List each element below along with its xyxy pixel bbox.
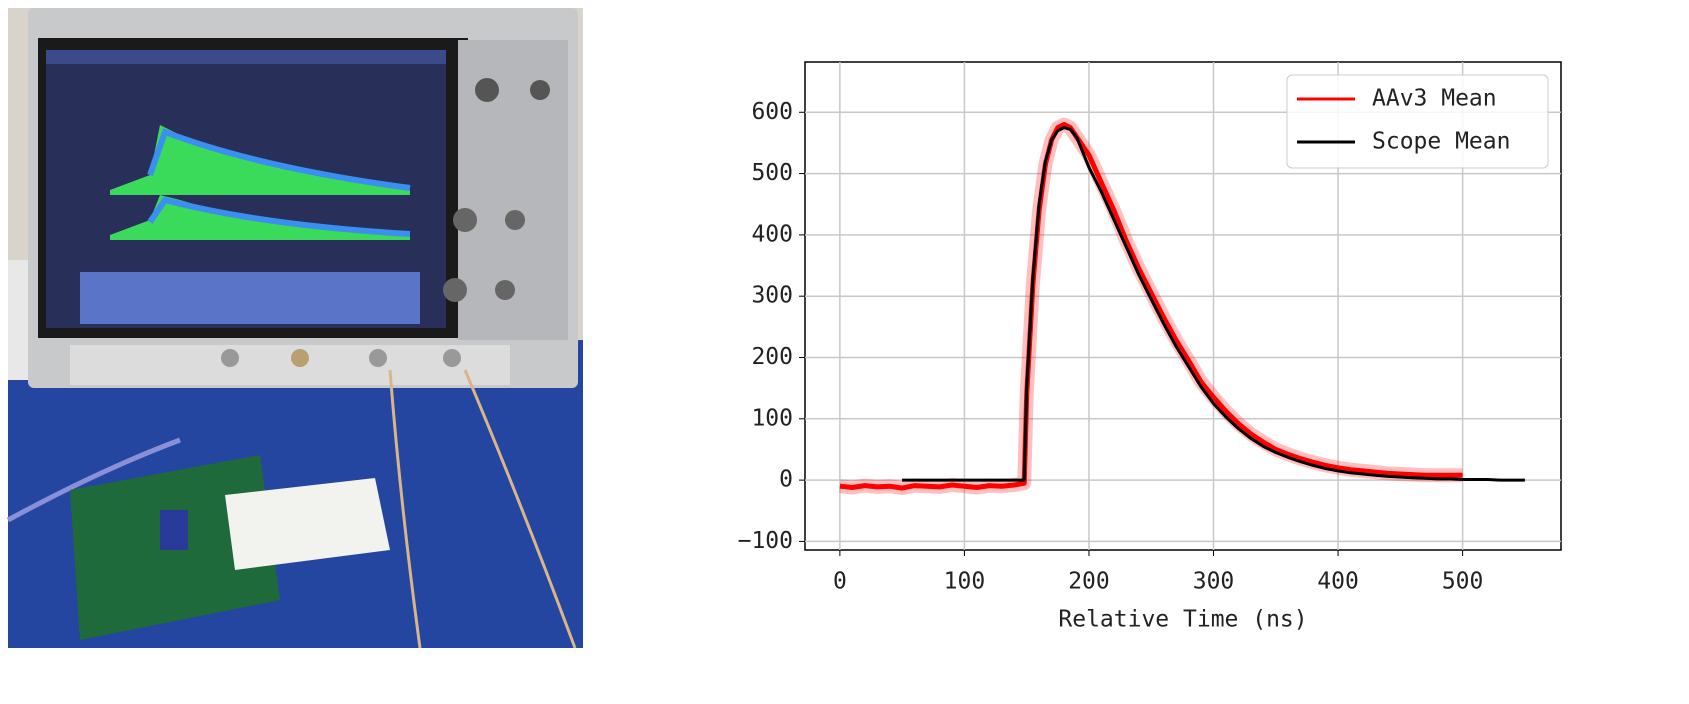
connector bbox=[221, 349, 239, 367]
x-tick-label: 100 bbox=[944, 569, 986, 595]
knob bbox=[530, 80, 550, 100]
y-tick-label: 0 bbox=[779, 467, 793, 493]
line bbox=[902, 126, 1525, 482]
adc-board bbox=[225, 478, 390, 570]
y-tick-label: 300 bbox=[751, 283, 793, 309]
y-tick-label: 200 bbox=[751, 344, 793, 370]
line bbox=[839, 122, 1463, 491]
x-axis-label: Relative Time (ns) bbox=[1058, 607, 1307, 633]
y-tick-label: 400 bbox=[751, 221, 793, 247]
knob bbox=[505, 210, 525, 230]
legend-label: Scope Mean bbox=[1372, 129, 1510, 155]
trace bbox=[147, 196, 411, 237]
line-band bbox=[839, 117, 1463, 496]
front-strip bbox=[70, 345, 510, 385]
knob bbox=[443, 278, 467, 302]
connector bbox=[369, 349, 387, 367]
x-tick-label: 200 bbox=[1068, 569, 1110, 595]
knob bbox=[495, 280, 515, 300]
y-tick-label: 100 bbox=[751, 405, 793, 431]
trace bbox=[110, 125, 410, 195]
connector bbox=[443, 349, 461, 367]
cable bbox=[6, 437, 181, 523]
connector bbox=[291, 349, 309, 367]
y-tick-label: 600 bbox=[751, 99, 793, 125]
knob bbox=[453, 208, 477, 232]
y-tick-label: 500 bbox=[751, 160, 793, 186]
x-tick-label: 500 bbox=[1442, 569, 1484, 595]
cable bbox=[463, 369, 577, 649]
legend-label: AAv3 Mean bbox=[1372, 86, 1497, 112]
photo bbox=[6, 8, 583, 649]
cable bbox=[388, 369, 422, 649]
x-tick-label: 0 bbox=[833, 569, 847, 595]
x-tick-label: 400 bbox=[1317, 569, 1359, 595]
menu-bar bbox=[46, 50, 446, 64]
results-panel bbox=[80, 272, 420, 324]
trace bbox=[147, 128, 411, 191]
y-tick-label: −100 bbox=[738, 528, 793, 554]
x-tick-label: 300 bbox=[1193, 569, 1235, 595]
knob bbox=[475, 78, 499, 102]
chip bbox=[160, 510, 188, 550]
plot-frame bbox=[804, 61, 1562, 551]
